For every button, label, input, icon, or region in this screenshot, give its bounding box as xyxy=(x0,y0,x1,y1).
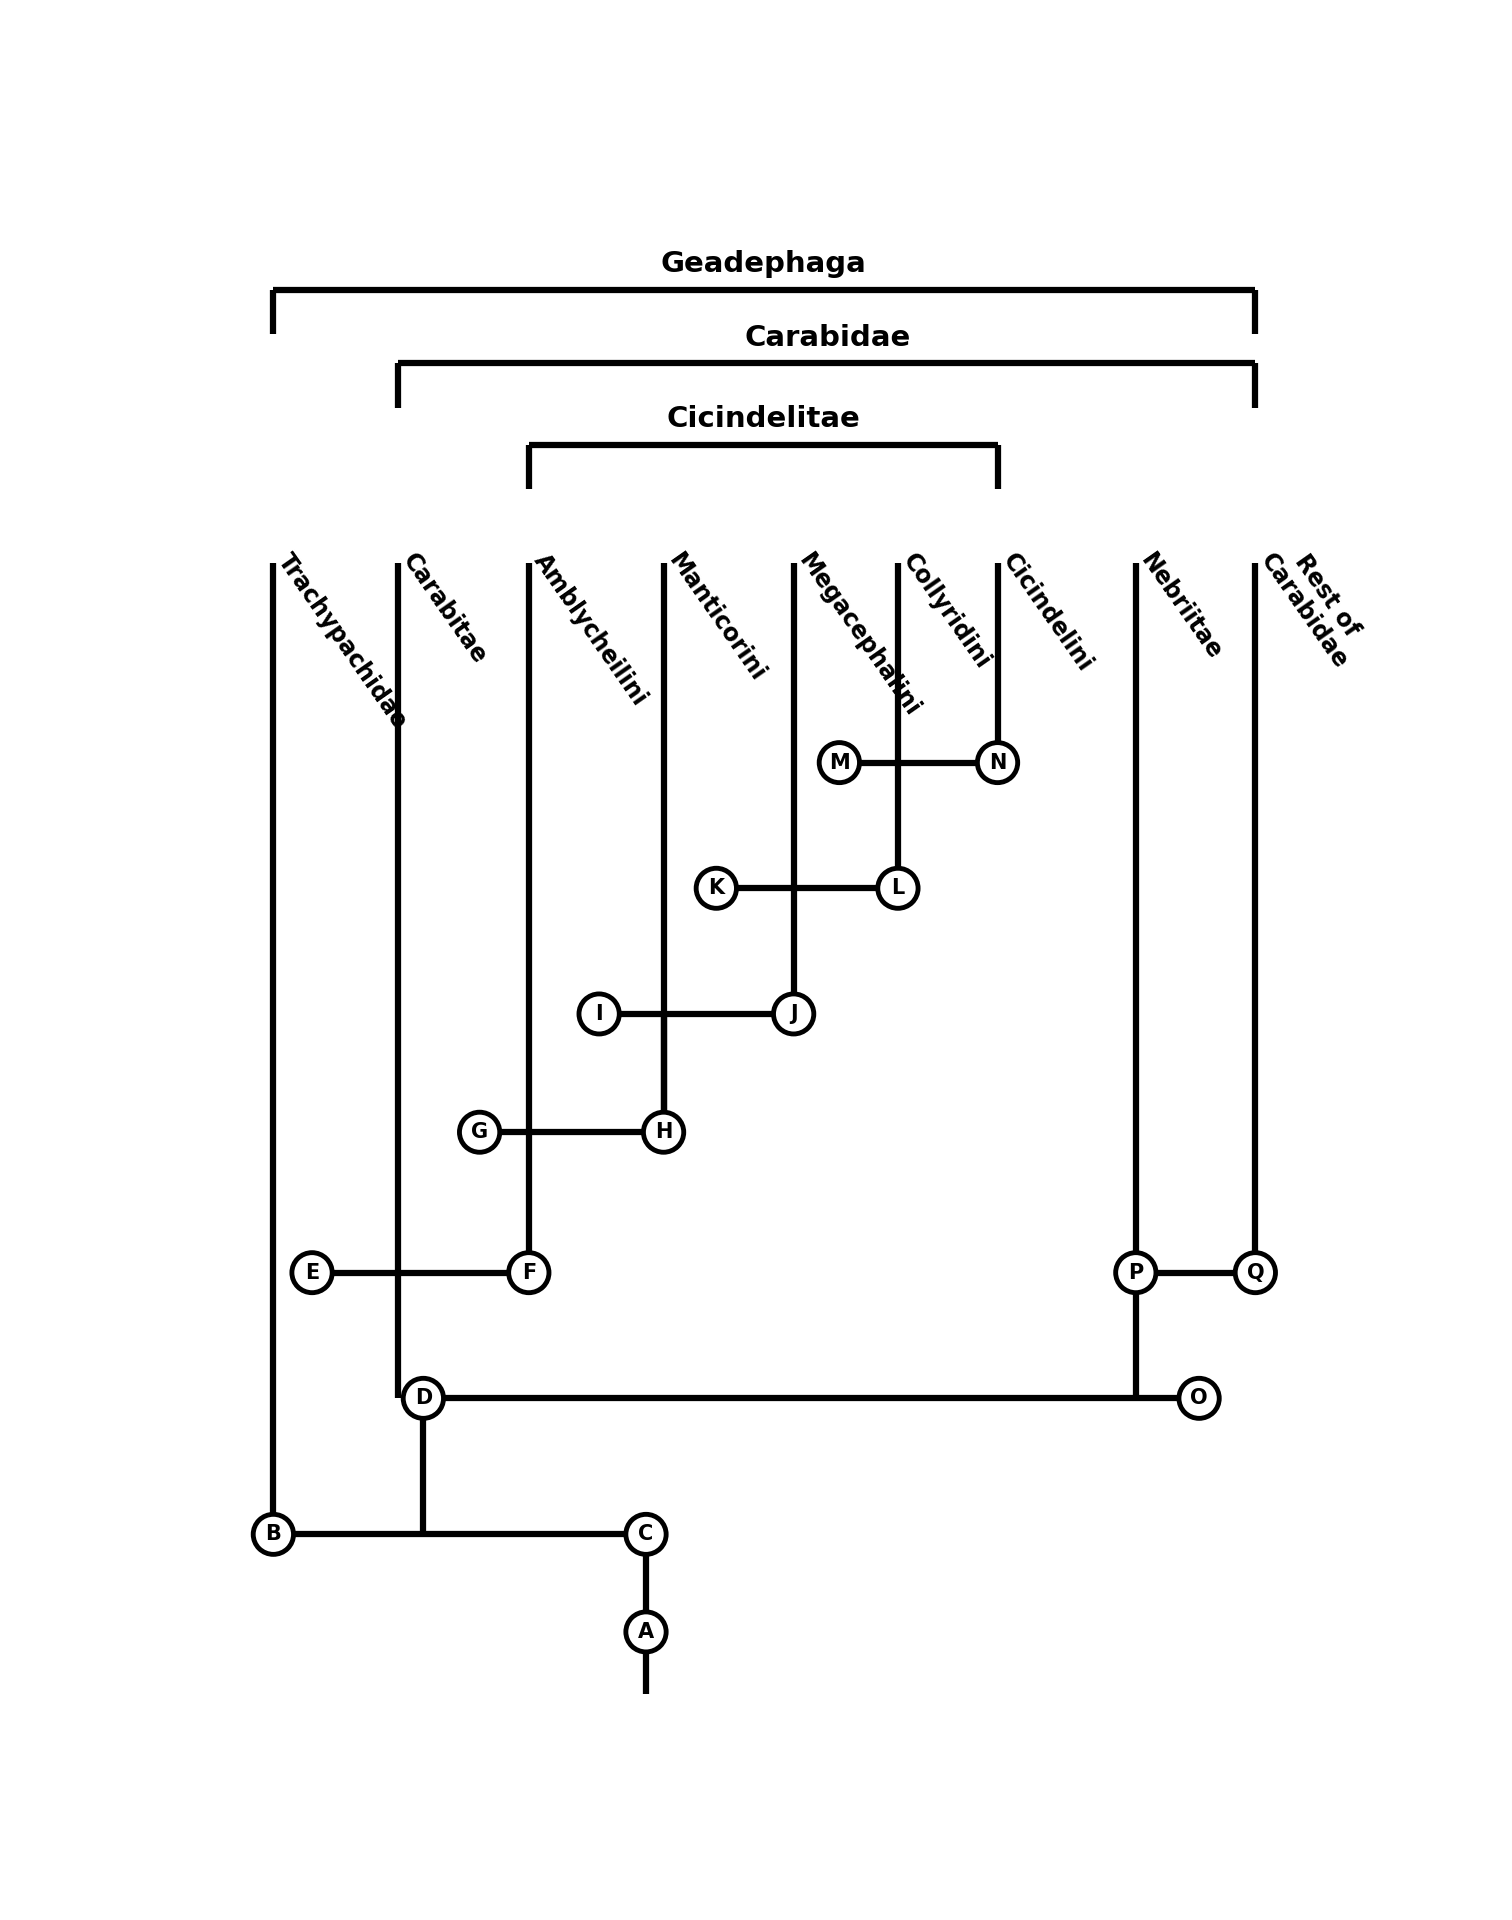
Text: Geadephaga: Geadephaga xyxy=(661,250,866,278)
Text: Collyridini: Collyridini xyxy=(898,549,995,674)
Text: Trachypachidae: Trachypachidae xyxy=(274,549,413,733)
Text: G: G xyxy=(472,1121,488,1142)
Ellipse shape xyxy=(1235,1252,1276,1292)
Ellipse shape xyxy=(508,1252,549,1292)
Text: B: B xyxy=(266,1524,281,1544)
Text: J: J xyxy=(789,1004,797,1023)
Ellipse shape xyxy=(404,1379,443,1419)
Ellipse shape xyxy=(460,1112,500,1152)
Ellipse shape xyxy=(878,868,918,908)
Ellipse shape xyxy=(626,1613,667,1651)
Text: M: M xyxy=(829,753,850,772)
Text: Carabitae: Carabitae xyxy=(398,549,491,668)
Text: E: E xyxy=(305,1263,319,1283)
Ellipse shape xyxy=(696,868,736,908)
Ellipse shape xyxy=(292,1252,333,1292)
Ellipse shape xyxy=(579,995,620,1035)
Text: K: K xyxy=(708,877,724,899)
Ellipse shape xyxy=(1179,1379,1219,1419)
Text: Rest of
Carabidae: Rest of Carabidae xyxy=(1255,534,1374,674)
Ellipse shape xyxy=(820,743,859,783)
Text: Q: Q xyxy=(1246,1263,1264,1283)
Ellipse shape xyxy=(1116,1252,1157,1292)
Ellipse shape xyxy=(977,743,1018,783)
Text: C: C xyxy=(638,1524,653,1544)
Ellipse shape xyxy=(253,1515,293,1555)
Text: H: H xyxy=(655,1121,673,1142)
Text: O: O xyxy=(1190,1388,1208,1409)
Text: Cicindelini: Cicindelini xyxy=(998,549,1096,676)
Text: Cicindelitae: Cicindelitae xyxy=(667,405,860,432)
Text: D: D xyxy=(414,1388,432,1409)
Text: Amblycheilini: Amblycheilini xyxy=(529,549,652,710)
Ellipse shape xyxy=(626,1515,667,1555)
Text: F: F xyxy=(522,1263,535,1283)
Text: P: P xyxy=(1128,1263,1143,1283)
Text: Megacephalini: Megacephalini xyxy=(794,549,924,722)
Text: I: I xyxy=(596,1004,603,1023)
Text: A: A xyxy=(638,1622,655,1642)
Text: Nebriitae: Nebriitae xyxy=(1136,549,1226,664)
Ellipse shape xyxy=(774,995,813,1035)
Text: Carabidae: Carabidae xyxy=(744,324,910,351)
Text: L: L xyxy=(891,877,904,899)
Text: N: N xyxy=(989,753,1005,772)
Ellipse shape xyxy=(644,1112,683,1152)
Text: Manticorini: Manticorini xyxy=(664,549,770,685)
